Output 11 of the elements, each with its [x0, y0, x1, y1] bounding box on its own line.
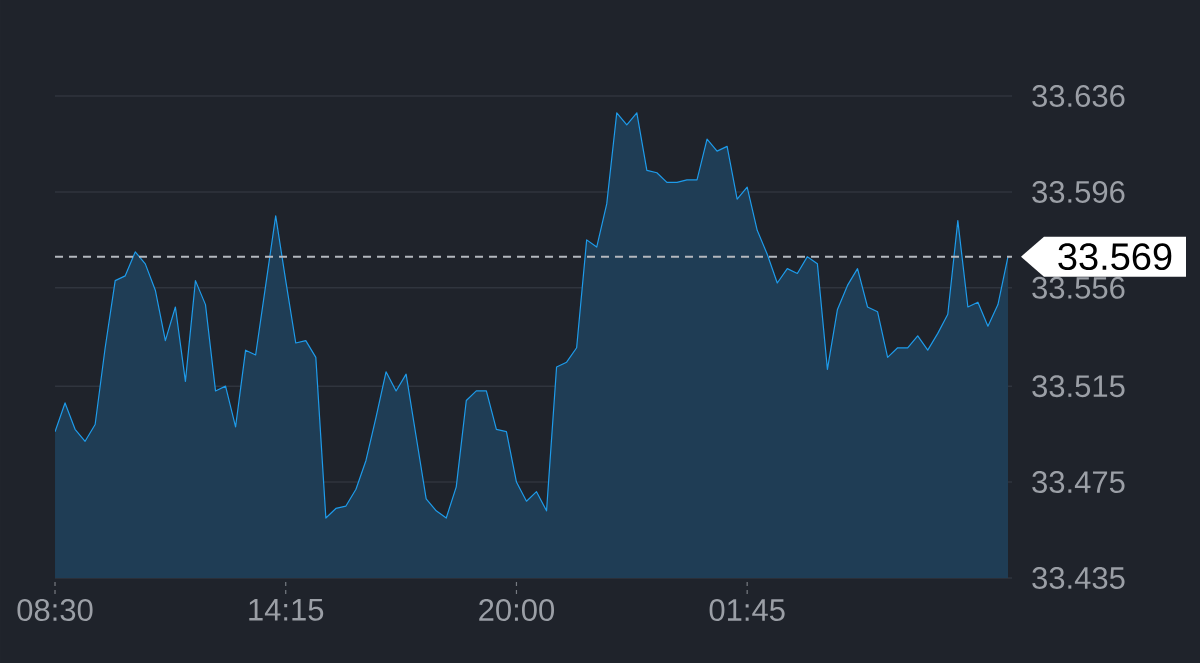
ref-line-label: 33.569 [1058, 243, 1172, 271]
y-tick-label: 33.515 [1032, 375, 1125, 398]
x-tick-label: 14:15 [249, 599, 324, 621]
x-tick-label: 20:00 [479, 599, 555, 622]
y-tick-label: 33.596 [1032, 180, 1125, 203]
y-tick-label: 33.475 [1032, 471, 1125, 494]
x-tick-label: 01:45 [709, 599, 785, 622]
y-tick-label: 33.636 [1032, 85, 1125, 107]
y-tick-label: 33.556 [1032, 276, 1125, 299]
y-tick-label: 33.435 [1032, 567, 1125, 589]
x-tick-label: 08:30 [17, 599, 93, 622]
